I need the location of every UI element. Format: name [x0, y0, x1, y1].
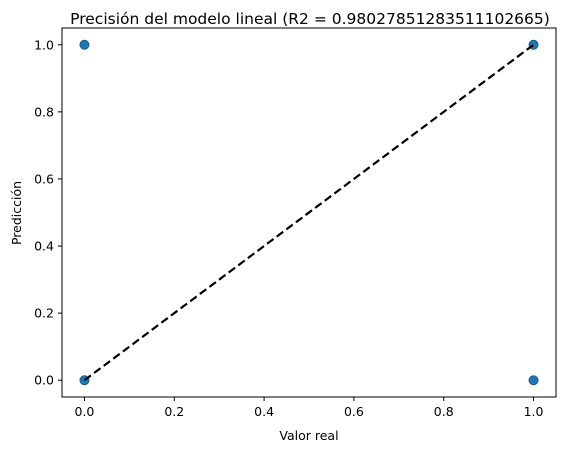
y-tick-label: 1.0 [34, 37, 54, 52]
y-tick-label: 0.0 [34, 373, 54, 388]
x-axis: 0.0 0.2 0.4 0.6 0.8 1.0 [75, 397, 544, 419]
y-tick-label: 0.4 [34, 239, 54, 254]
y-axis: 0.0 0.2 0.4 0.6 0.8 1.0 [34, 37, 62, 388]
x-tick-label: 0.6 [344, 404, 364, 419]
x-tick-label: 0.0 [75, 404, 95, 419]
x-tick-label: 1.0 [524, 404, 544, 419]
chart-title: Precisión del modelo lineal (R2 = 0.9802… [70, 10, 550, 28]
scatter-point [528, 375, 539, 386]
chart-marks [79, 39, 539, 386]
y-tick-label: 0.2 [34, 306, 54, 321]
y-tick-label: 0.8 [34, 104, 54, 119]
x-tick-label: 0.4 [254, 404, 274, 419]
reference-line [83, 43, 535, 382]
x-tick-label: 0.8 [434, 404, 454, 419]
scatter-point [79, 39, 90, 50]
x-tick-label: 0.2 [164, 404, 184, 419]
x-axis-label: Valor real [279, 428, 338, 443]
y-tick-label: 0.6 [34, 171, 54, 186]
y-axis-label: Predicción [9, 181, 24, 245]
